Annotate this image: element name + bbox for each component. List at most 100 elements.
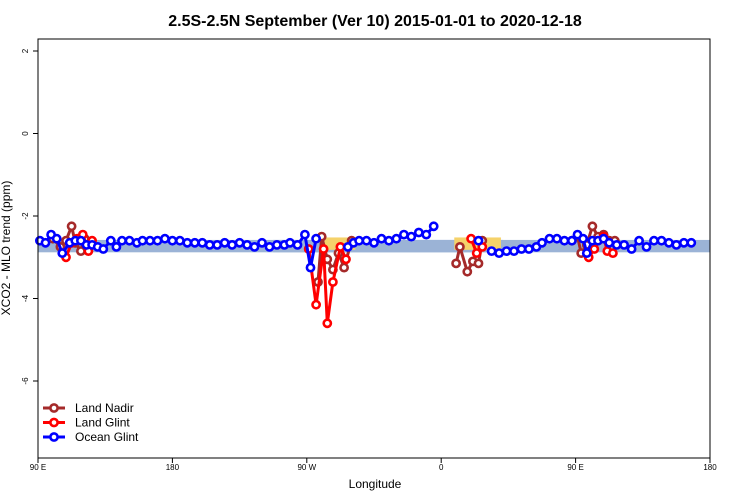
series-2-point xyxy=(137,235,148,246)
legend-swatch-marker xyxy=(49,432,59,442)
series-2-point xyxy=(271,239,282,250)
series-2-point xyxy=(413,227,424,238)
series-2-point xyxy=(182,237,193,248)
series-2-point xyxy=(98,244,109,254)
series-2-point xyxy=(634,235,644,246)
series-2-point xyxy=(51,233,62,244)
series-2-point xyxy=(473,235,484,246)
series-2-point xyxy=(486,246,497,256)
series-layer xyxy=(35,221,697,329)
series-2-point xyxy=(559,235,570,246)
legend-label: Ocean Glint xyxy=(75,430,139,444)
series-1-point xyxy=(311,299,321,310)
y-tick-label: -6 xyxy=(21,377,30,385)
series-2-point xyxy=(152,235,163,246)
series-2-point xyxy=(311,233,321,244)
series-0-point xyxy=(339,262,349,273)
legend-item-1: Land Glint xyxy=(43,416,130,430)
series-2-point xyxy=(552,233,562,244)
series-2-point xyxy=(145,235,155,246)
series-2-point xyxy=(117,235,127,246)
series-2-point xyxy=(686,237,697,248)
series-2-point xyxy=(189,237,200,248)
legend-swatch-marker xyxy=(49,417,59,428)
series-2-point xyxy=(428,221,439,232)
y-tick-label: -2 xyxy=(21,212,30,220)
series-0-point xyxy=(473,258,484,269)
series-2-point xyxy=(105,235,116,246)
series-2-point xyxy=(391,233,402,244)
x-axis: 90 E 180 90 W 0 90 E 180 xyxy=(30,458,717,472)
y-tick-label: 2 xyxy=(21,48,30,53)
plot-frame xyxy=(37,38,711,459)
series-2-point xyxy=(167,235,178,246)
series-2-point xyxy=(305,262,316,273)
legend-label: Land Nadir xyxy=(75,401,134,415)
series-2-point xyxy=(421,229,432,240)
series-2-point xyxy=(537,237,547,248)
series-2-point xyxy=(398,229,409,240)
series-1-point xyxy=(322,318,333,329)
series-1-point xyxy=(341,254,351,265)
series-2-point xyxy=(406,231,417,242)
series-1-point xyxy=(589,244,600,254)
series-2-point xyxy=(159,233,170,244)
series-2 xyxy=(35,221,697,273)
x-tick-label: 0 xyxy=(439,463,444,472)
series-2-point xyxy=(604,237,615,248)
series-1-point xyxy=(471,248,482,258)
legend-label: Land Glint xyxy=(75,416,130,430)
series-1-point xyxy=(466,233,476,244)
series-0-point xyxy=(454,241,465,252)
series-2-point xyxy=(641,241,652,252)
series-2-point xyxy=(40,237,51,248)
series-2-point xyxy=(242,239,252,250)
series-2-point xyxy=(299,229,310,240)
series-2-point xyxy=(249,241,260,252)
series-2-point xyxy=(257,237,267,248)
x-tick-label: 90 E xyxy=(30,463,46,472)
series-2-point xyxy=(57,248,68,258)
series-2-point xyxy=(264,241,275,252)
chart-title: 2.5S-2.5N September (Ver 10) 2015-01-01 … xyxy=(168,13,582,30)
series-2-point xyxy=(664,237,674,248)
series-0-point xyxy=(587,221,598,232)
y-tick-label: -4 xyxy=(21,294,30,302)
series-0-point xyxy=(66,221,77,232)
y-axis: 2 0 -2 -4 -6 xyxy=(21,48,38,385)
series-1-point xyxy=(318,244,329,254)
legend-item-2: Ocean Glint xyxy=(43,430,139,444)
series-0-point xyxy=(462,266,473,277)
series-2-point xyxy=(494,248,504,258)
series-2-point xyxy=(292,239,303,250)
series-2-point xyxy=(626,244,637,254)
y-axis-label: XCO2 - MLO trend (ppm) xyxy=(0,181,13,316)
x-tick-label: 90 W xyxy=(297,463,316,472)
series-1-point xyxy=(608,248,618,258)
series-2-point xyxy=(212,239,223,250)
series-2-point xyxy=(361,235,372,246)
series-2-point xyxy=(619,239,629,250)
legend-swatch-marker xyxy=(49,403,59,413)
series-2-point xyxy=(376,233,387,244)
series-1-point xyxy=(335,241,346,252)
x-axis-label: Longitude xyxy=(349,477,402,491)
series-2-point xyxy=(111,241,122,252)
series-2-point xyxy=(509,246,519,256)
series-2-point xyxy=(501,246,512,256)
series-2-point xyxy=(581,248,592,258)
x-tick-label: 180 xyxy=(166,463,180,472)
series-2-point xyxy=(227,239,237,250)
series-2-point xyxy=(383,235,394,246)
series-2-point xyxy=(578,233,588,244)
series-2-point xyxy=(285,237,295,248)
series-0-point xyxy=(451,258,461,269)
legend-item-0: Land Nadir xyxy=(43,401,134,415)
series-2-point xyxy=(524,244,534,254)
series-2-point xyxy=(369,237,379,248)
series-2-point xyxy=(671,239,682,250)
series-1-point xyxy=(327,277,338,287)
series-2-point xyxy=(649,235,659,246)
